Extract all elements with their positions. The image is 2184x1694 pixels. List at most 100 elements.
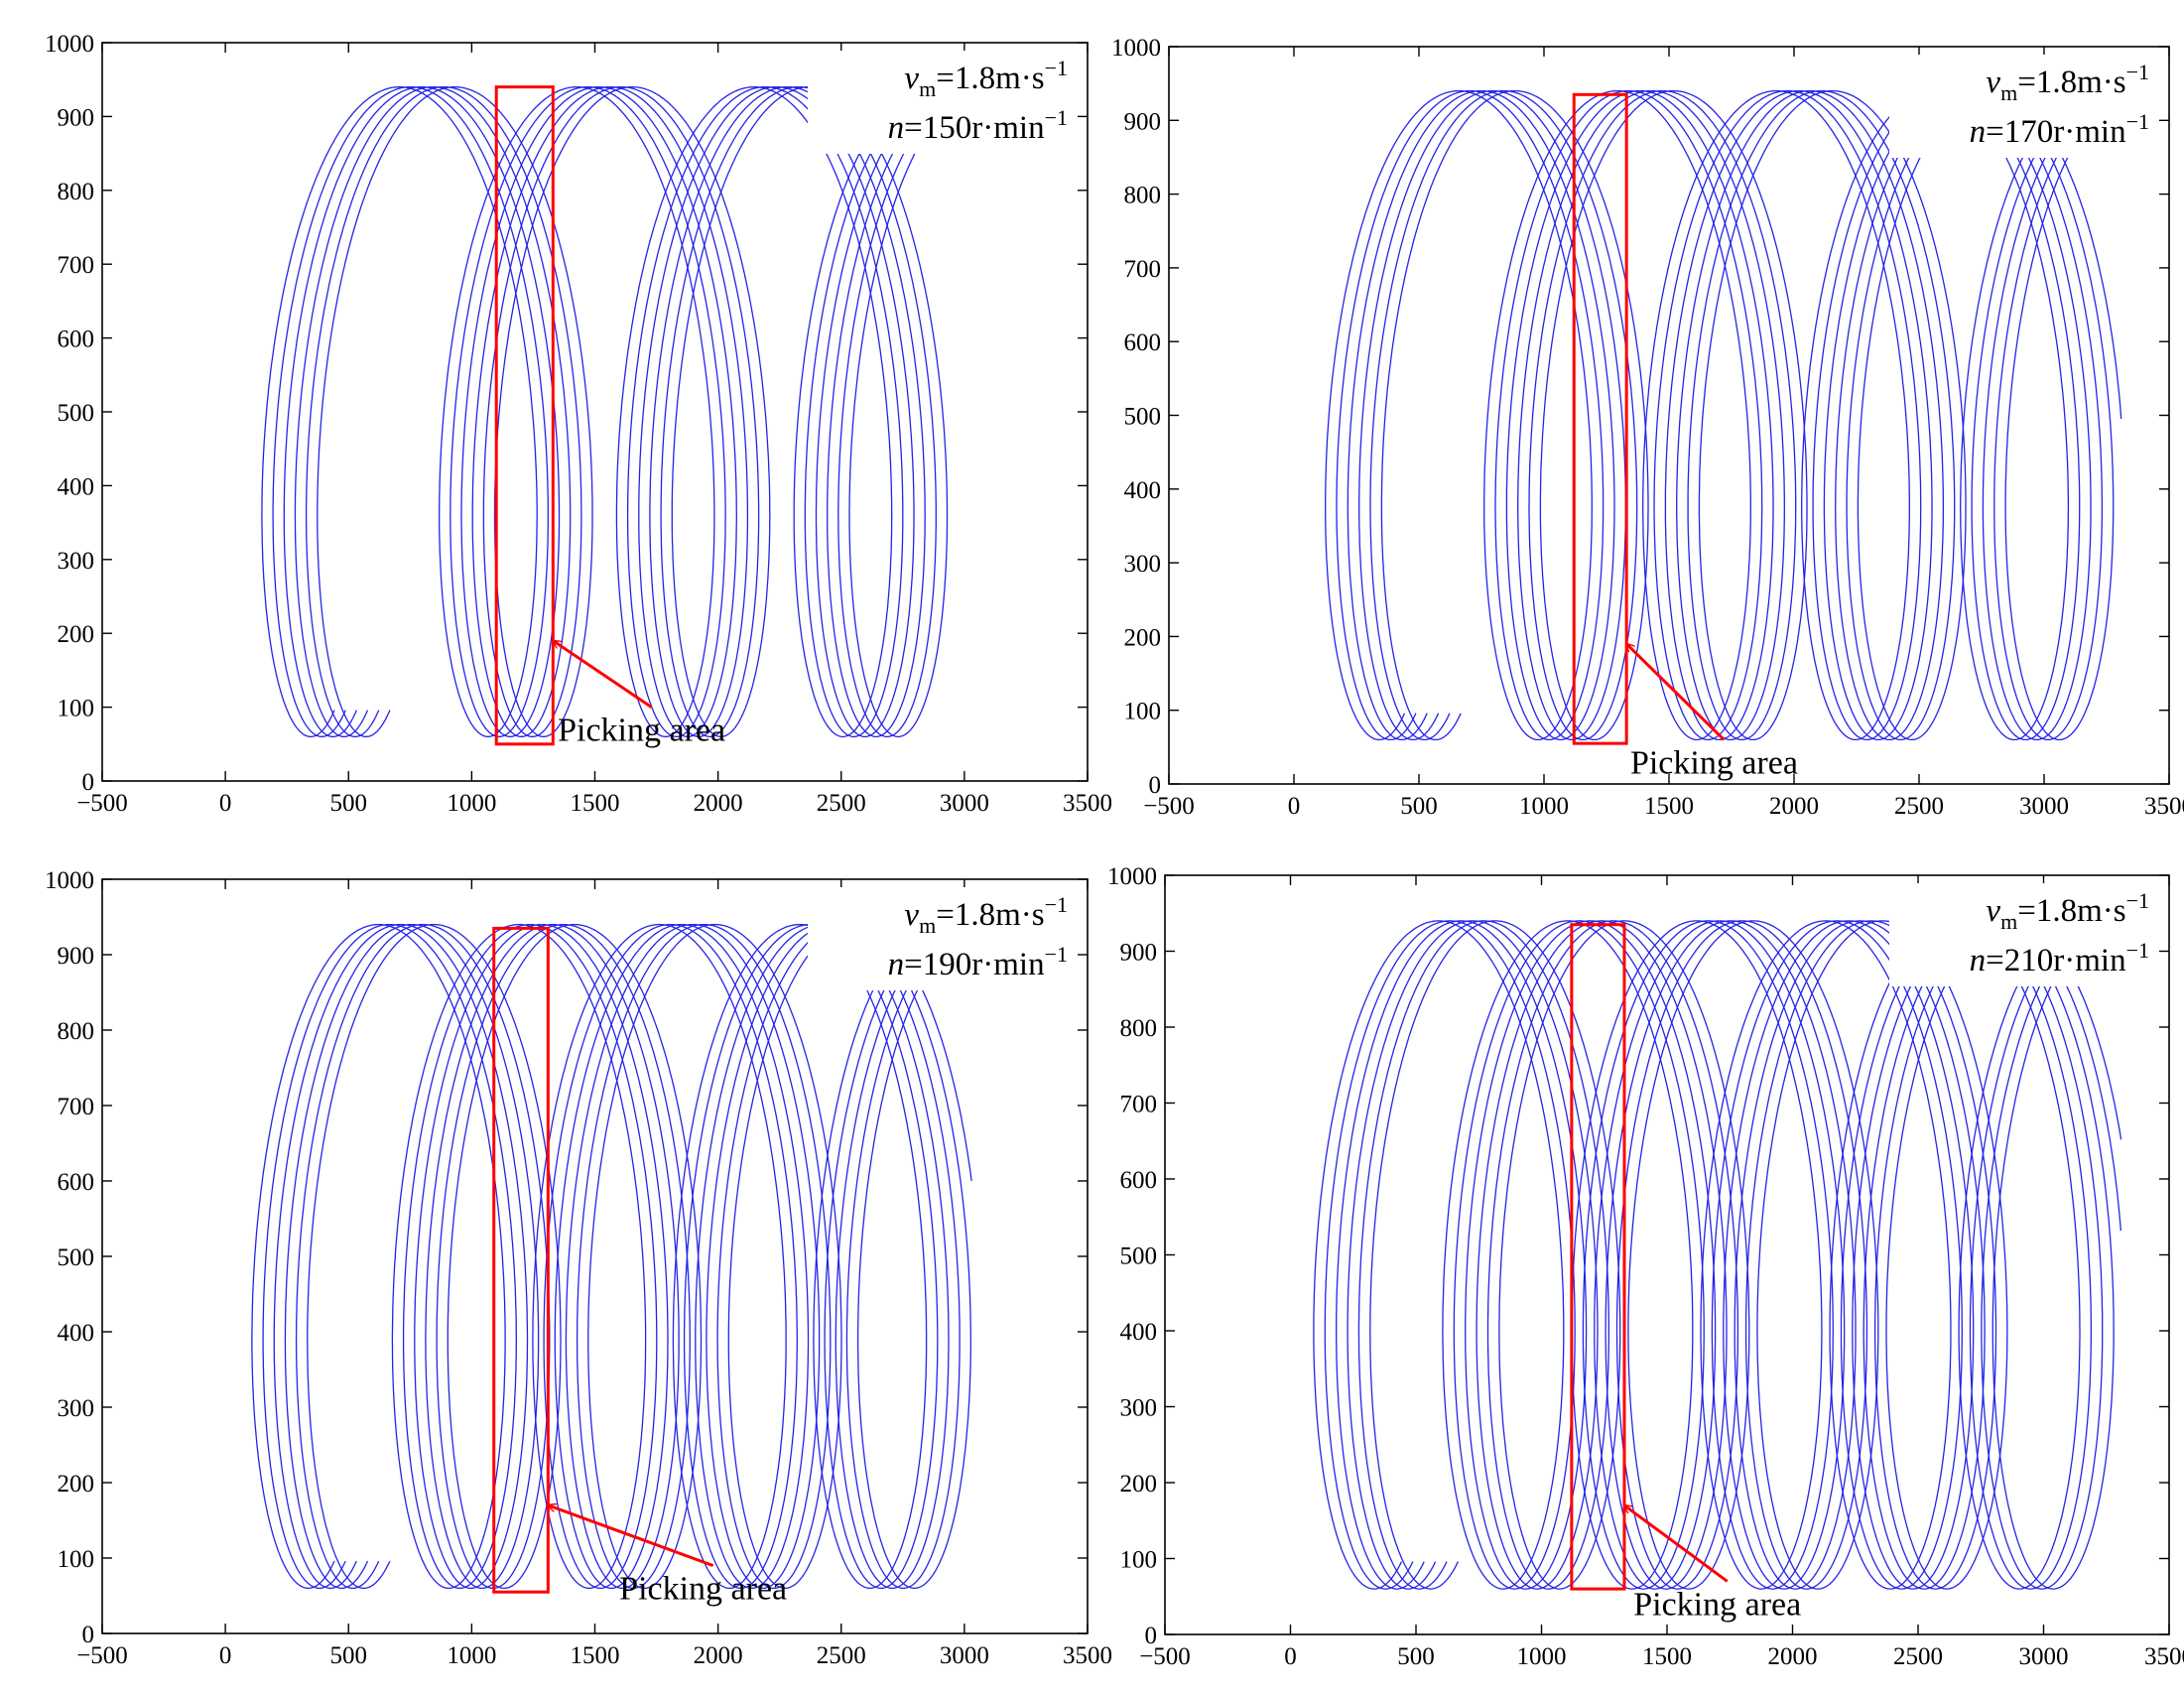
y-tick-label: 600 xyxy=(58,1169,95,1196)
y-tick-label: 500 xyxy=(1124,404,1162,431)
y-tick-label: 1000 xyxy=(45,31,94,58)
params-label-bg xyxy=(808,51,1071,154)
speed-label: n=210r·min−1 xyxy=(1970,938,2149,978)
x-tick-label: 500 xyxy=(1400,793,1438,820)
x-tick-label: 0 xyxy=(1288,793,1301,820)
y-tick-label: 700 xyxy=(58,252,95,279)
velocity-subscript: m xyxy=(2000,80,2017,105)
velocity-label: vm=1.8m·s−1 xyxy=(1986,888,2149,934)
y-tick-label: 1000 xyxy=(1111,35,1161,62)
x-tick-label: 2000 xyxy=(1769,793,1819,820)
y-tick-label: 400 xyxy=(1124,477,1162,504)
x-tick-label: 1000 xyxy=(447,1642,496,1669)
trajectory-line-6 xyxy=(317,85,971,738)
trajectory-line-6 xyxy=(307,923,972,1590)
x-tick-label: 3000 xyxy=(940,1642,989,1669)
x-tick-label: 500 xyxy=(1397,1643,1435,1670)
x-tick-label: 1000 xyxy=(447,790,496,817)
x-tick-label: 0 xyxy=(219,1642,232,1669)
x-tick-label: −500 xyxy=(1143,793,1195,820)
velocity-exponent: −1 xyxy=(2126,60,2149,84)
picking-area-arrow xyxy=(548,1505,714,1568)
speed-exponent: −1 xyxy=(2126,109,2149,134)
trajectory-line-4 xyxy=(284,923,971,1590)
x-tick-label: 500 xyxy=(330,1642,368,1669)
y-tick-label: 800 xyxy=(58,1018,95,1045)
x-tick-label: 3500 xyxy=(2144,1643,2184,1670)
params-label-bg xyxy=(1889,883,2152,986)
params-label-bg xyxy=(808,887,1071,990)
y-tick-label: 900 xyxy=(1124,108,1162,135)
speed-exponent: −1 xyxy=(1045,105,1068,130)
trajectory-line-4 xyxy=(294,85,970,738)
y-tick-label: 600 xyxy=(1124,329,1162,356)
picking-area-label: Picking area xyxy=(1630,744,1798,781)
trajectory-line-2 xyxy=(1324,920,2121,1590)
speed-label: n=150r·min−1 xyxy=(888,105,1068,146)
x-tick-label: 3500 xyxy=(2144,793,2184,820)
x-tick-label: 0 xyxy=(1284,1643,1297,1670)
y-tick-label: 100 xyxy=(1120,1547,1158,1574)
y-tick-label: 600 xyxy=(58,326,95,353)
picking-area-label: Picking area xyxy=(619,1571,787,1608)
speed-exponent: −1 xyxy=(2126,938,2149,963)
y-tick-label: 700 xyxy=(58,1094,95,1120)
x-tick-label: −500 xyxy=(1139,1643,1191,1670)
y-tick-label: 200 xyxy=(58,621,95,648)
y-tick-label: 800 xyxy=(58,179,95,205)
y-tick-label: 300 xyxy=(58,548,95,575)
y-tick-label: 200 xyxy=(58,1471,95,1498)
trajectory-line-3 xyxy=(1347,89,2121,741)
velocity-subscript: m xyxy=(2000,909,2017,934)
speed-symbol: n xyxy=(888,110,905,146)
chart-panel-2: −500050010001500200025003000350001002003… xyxy=(1111,35,2184,820)
x-tick-label: 2500 xyxy=(1893,1643,1943,1670)
y-tick-label: 700 xyxy=(1124,256,1162,283)
trajectory-line-2 xyxy=(1336,89,2121,741)
trajectory-group xyxy=(251,923,972,1590)
y-tick-label: 200 xyxy=(1124,624,1162,651)
trajectory-group xyxy=(261,85,971,738)
speed-value: =210r·min xyxy=(1986,943,2125,978)
y-tick-label: 1000 xyxy=(45,867,94,894)
trajectory-line-5 xyxy=(295,923,971,1590)
y-tick-label: 100 xyxy=(1124,699,1162,725)
picking-area-arrow xyxy=(553,641,653,709)
x-tick-label: 1000 xyxy=(1517,1643,1567,1670)
x-tick-label: 1500 xyxy=(571,790,620,817)
velocity-value: =1.8m·s xyxy=(936,897,1044,933)
speed-label: n=190r·min−1 xyxy=(888,942,1068,982)
x-tick-label: 2500 xyxy=(817,1642,866,1669)
x-tick-label: 1000 xyxy=(1519,793,1569,820)
velocity-exponent: −1 xyxy=(2126,888,2149,913)
speed-label: n=170r·min−1 xyxy=(1970,109,2149,150)
x-tick-label: 3500 xyxy=(1063,1642,1112,1669)
velocity-exponent: −1 xyxy=(1045,892,1068,917)
velocity-value: =1.8m·s xyxy=(936,61,1044,96)
y-tick-label: 400 xyxy=(58,473,95,500)
x-tick-label: 2000 xyxy=(694,1642,743,1669)
y-tick-label: 500 xyxy=(58,400,95,427)
x-tick-label: 3000 xyxy=(2019,793,2069,820)
trajectory-group xyxy=(1325,89,2122,741)
y-tick-label: 500 xyxy=(1120,1243,1158,1270)
velocity-symbol: v xyxy=(1986,893,2000,929)
y-tick-label: 0 xyxy=(1145,1623,1158,1649)
picking-area-box xyxy=(492,926,550,1594)
x-tick-label: 1500 xyxy=(1642,1643,1692,1670)
x-tick-label: 3000 xyxy=(2019,1643,2069,1670)
x-tick-label: 3500 xyxy=(1063,790,1112,817)
speed-symbol: n xyxy=(1970,943,1987,978)
velocity-symbol: v xyxy=(904,897,919,933)
velocity-label: vm=1.8m·s−1 xyxy=(904,56,1068,101)
y-tick-label: 900 xyxy=(58,104,95,131)
y-tick-label: 1000 xyxy=(1107,863,1157,890)
picking-area-box xyxy=(1570,923,1626,1591)
y-tick-label: 300 xyxy=(58,1395,95,1422)
params-label-bg xyxy=(1889,55,2152,158)
trajectory-line-5 xyxy=(305,85,971,738)
trajectory-line-6 xyxy=(1380,89,2122,741)
trajectory-line-6 xyxy=(1369,920,2122,1590)
velocity-symbol: v xyxy=(1986,65,2000,100)
